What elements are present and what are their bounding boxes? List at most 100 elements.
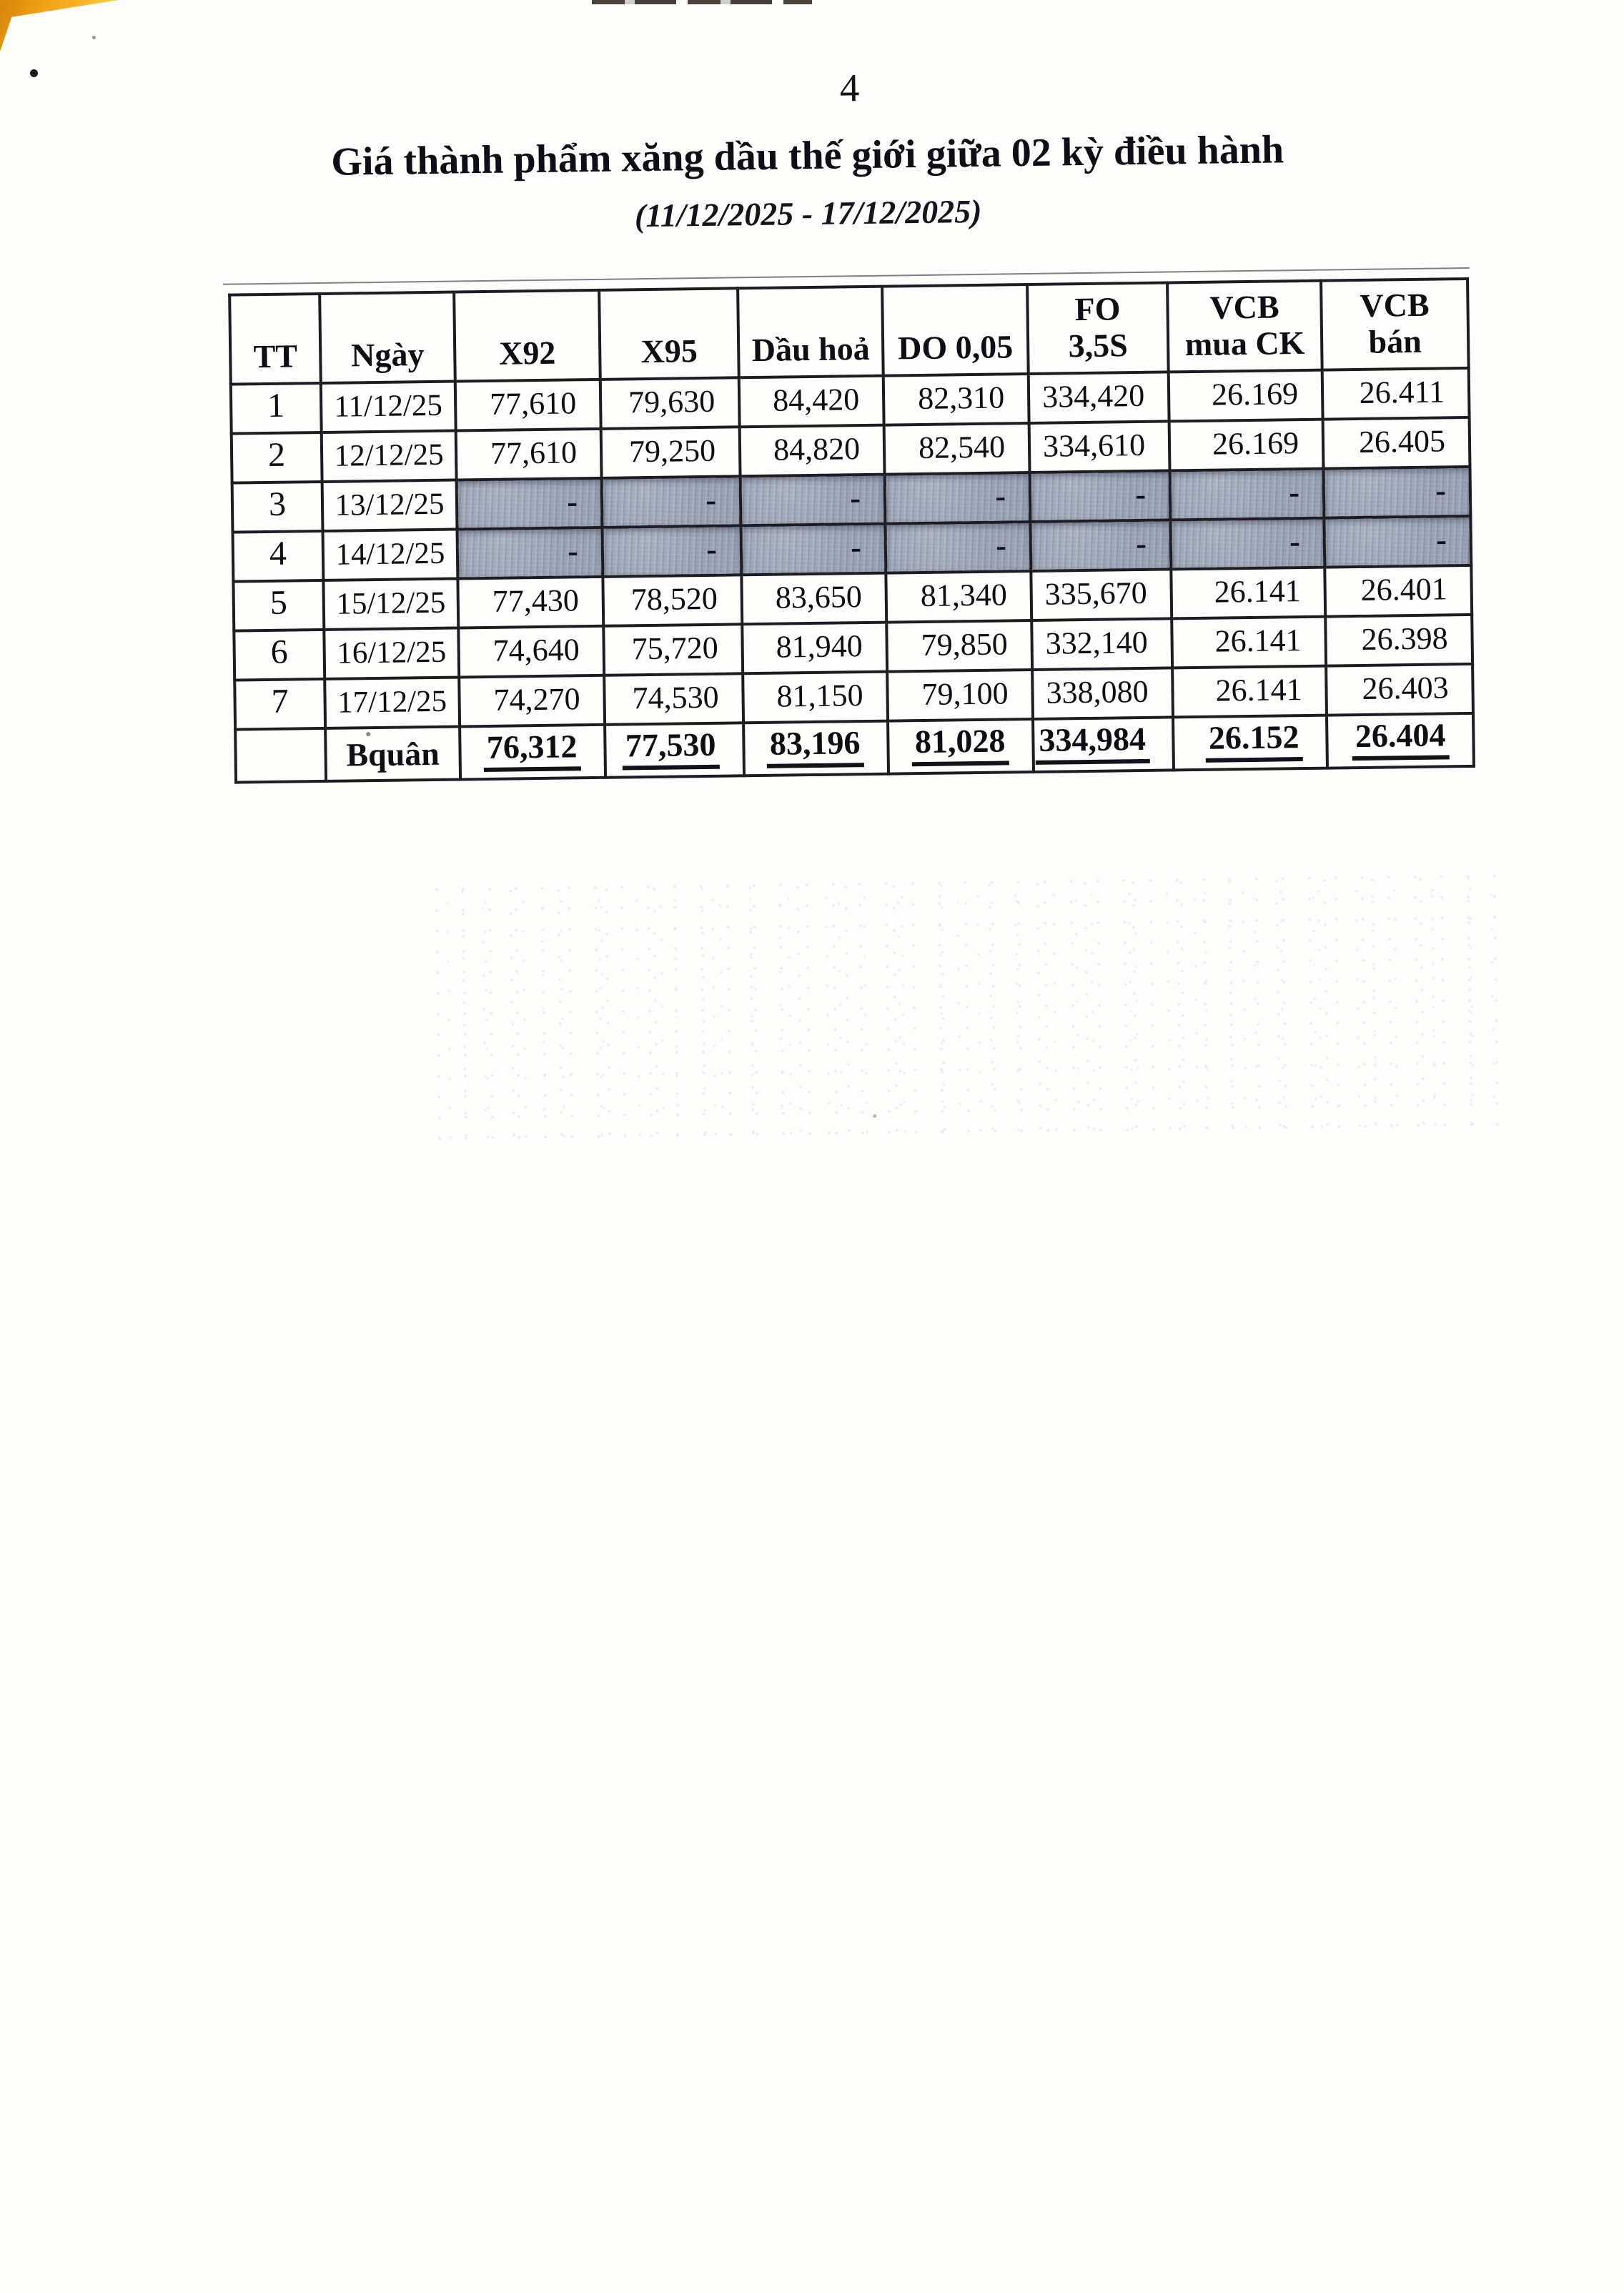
cell-tt: 7 — [234, 678, 326, 730]
cell-vcb-mua: 26.141 — [1171, 567, 1326, 619]
cell-x92: 77,430 — [457, 576, 604, 628]
page-number: 4 — [839, 66, 860, 110]
average-value: 83,196 — [766, 723, 864, 768]
average-value: 26.152 — [1204, 718, 1303, 763]
header-row: TT Ngày X92 X95 Dầu hoả DO 0,05 FO 3,5S … — [229, 278, 1469, 385]
cell-tt: 3 — [232, 481, 323, 533]
cell-x95: 75,720 — [603, 624, 743, 675]
cell-x95: - — [602, 525, 742, 577]
cell-x95: 78,520 — [603, 575, 743, 626]
cell-do005: 82,540 — [883, 423, 1030, 475]
cell-do005: 82,310 — [883, 374, 1029, 425]
cell-fo35s: 335,670 — [1031, 569, 1172, 620]
cell-do005: - — [884, 472, 1031, 524]
cell-vcb-mua: - — [1170, 517, 1325, 570]
cell-vcb-mua: - — [1169, 468, 1325, 520]
cell-do005: 79,100 — [887, 669, 1034, 721]
document-title: Giá thành phẩm xăng dầu thế giới giữa 02… — [330, 127, 1284, 184]
cell-x95: - — [601, 476, 741, 528]
col-header-vcb-ban-line1: VCB — [1360, 286, 1430, 324]
cell-vcb-ban: 26.405 — [1322, 417, 1470, 469]
cell-x92: 77,610 — [455, 379, 601, 431]
col-header-vcb-mua-line1: VCB — [1209, 288, 1279, 326]
cell-dau-hoa: 83,650 — [741, 573, 887, 625]
cell-do005: - — [885, 522, 1031, 573]
cell-x92: - — [456, 477, 603, 530]
document-subtitle: (11/12/2025 - 17/12/2025) — [634, 192, 982, 234]
cell-vcb-ban: - — [1323, 466, 1471, 518]
cell-vcb-mua: 26.141 — [1172, 616, 1327, 668]
col-header-fo35s: FO 3,5S — [1027, 282, 1169, 375]
cell-dau-hoa: - — [741, 523, 886, 575]
average-value: 77,530 — [621, 725, 720, 771]
col-header-do005: DO 0,05 — [882, 284, 1029, 376]
cell-x95: 79,630 — [600, 377, 740, 429]
col-header-vcb-ban: VCB bán — [1321, 278, 1469, 370]
average-value: 76,312 — [482, 727, 581, 773]
cell-do005: 81,340 — [886, 570, 1032, 623]
cell-vcb-mua: 26.141 — [1172, 665, 1327, 718]
cell-fo35s: 338,080 — [1032, 668, 1174, 719]
col-header-vcb-ban-line2: bán — [1368, 323, 1422, 361]
cell-dau-hoa: 83,196 — [743, 720, 889, 776]
scan-bleedthrough — [434, 871, 1510, 1143]
cell-ngay: 13/12/25 — [322, 480, 457, 531]
cell-fo35s: 334,610 — [1029, 421, 1170, 473]
cell-vcb-ban: - — [1324, 515, 1472, 568]
cell-do005: 79,850 — [886, 620, 1033, 672]
cell-dau-hoa: 81,940 — [742, 622, 888, 674]
cell-fo35s: - — [1030, 520, 1172, 571]
cell-x92: 76,312 — [460, 724, 606, 780]
cell-vcb-ban: 26.403 — [1326, 663, 1473, 715]
cell-x95: 79,250 — [600, 427, 741, 478]
cell-vcb-ban: 26.404 — [1326, 713, 1474, 768]
col-header-ngay: Ngày — [320, 292, 455, 383]
col-header-vcb-mua-line2: mua CK — [1184, 325, 1305, 363]
col-header-fo35s-line1: FO — [1074, 290, 1121, 328]
col-header-x95: X95 — [599, 288, 739, 380]
cell-x92: 77,610 — [455, 428, 602, 480]
col-header-x92: X92 — [454, 289, 600, 382]
cell-vcb-ban: 26.398 — [1325, 614, 1473, 666]
ink-speck — [30, 69, 38, 77]
col-header-fo35s-line2: 3,5S — [1068, 327, 1129, 365]
ink-speck — [92, 36, 96, 39]
cell-vcb-mua: 26.169 — [1169, 419, 1324, 471]
average-value: 26.404 — [1351, 715, 1450, 761]
cell-x92: 74,640 — [458, 625, 605, 678]
cell-tt — [235, 728, 327, 783]
cell-do005: 81,028 — [888, 718, 1034, 774]
cell-ngay: 17/12/25 — [325, 677, 460, 728]
cell-dau-hoa: 84,420 — [738, 375, 884, 427]
cell-ngay: 11/12/25 — [320, 381, 456, 432]
cell-tt: 1 — [230, 382, 322, 434]
cell-ngay: 16/12/25 — [324, 628, 460, 679]
cell-average-label: Bquân — [325, 726, 461, 781]
cell-x95: 74,530 — [604, 673, 744, 725]
cell-dau-hoa: - — [740, 474, 886, 526]
cell-fo35s: 334,420 — [1028, 372, 1169, 424]
cell-dau-hoa: 81,150 — [743, 671, 888, 723]
cell-vcb-mua: 26.152 — [1173, 715, 1327, 771]
cell-dau-hoa: 84,820 — [739, 425, 885, 477]
cell-x92: - — [457, 527, 603, 579]
cell-tt: 2 — [231, 432, 322, 483]
cell-ngay: 12/12/25 — [321, 430, 457, 482]
cell-x95: 77,530 — [605, 723, 745, 778]
cell-fo35s: 334,984 — [1033, 717, 1174, 772]
col-header-vcb-mua: VCB mua CK — [1167, 280, 1322, 372]
scan-edge-artifact — [592, 0, 812, 4]
price-table: TT Ngày X92 X95 Dầu hoả DO 0,05 FO 3,5S … — [228, 277, 1475, 784]
ink-speck — [366, 732, 371, 737]
cell-vcb-ban: 26.411 — [1322, 367, 1470, 420]
cell-ngay: 15/12/25 — [323, 578, 459, 630]
average-value: 334,984 — [1035, 719, 1150, 765]
cell-x92: 74,270 — [459, 675, 605, 727]
cell-fo35s: - — [1029, 470, 1171, 523]
average-value: 81,028 — [911, 721, 1009, 767]
cell-fo35s: 332,140 — [1031, 618, 1173, 670]
cell-tt: 6 — [234, 629, 325, 680]
cell-tt: 4 — [232, 530, 324, 582]
